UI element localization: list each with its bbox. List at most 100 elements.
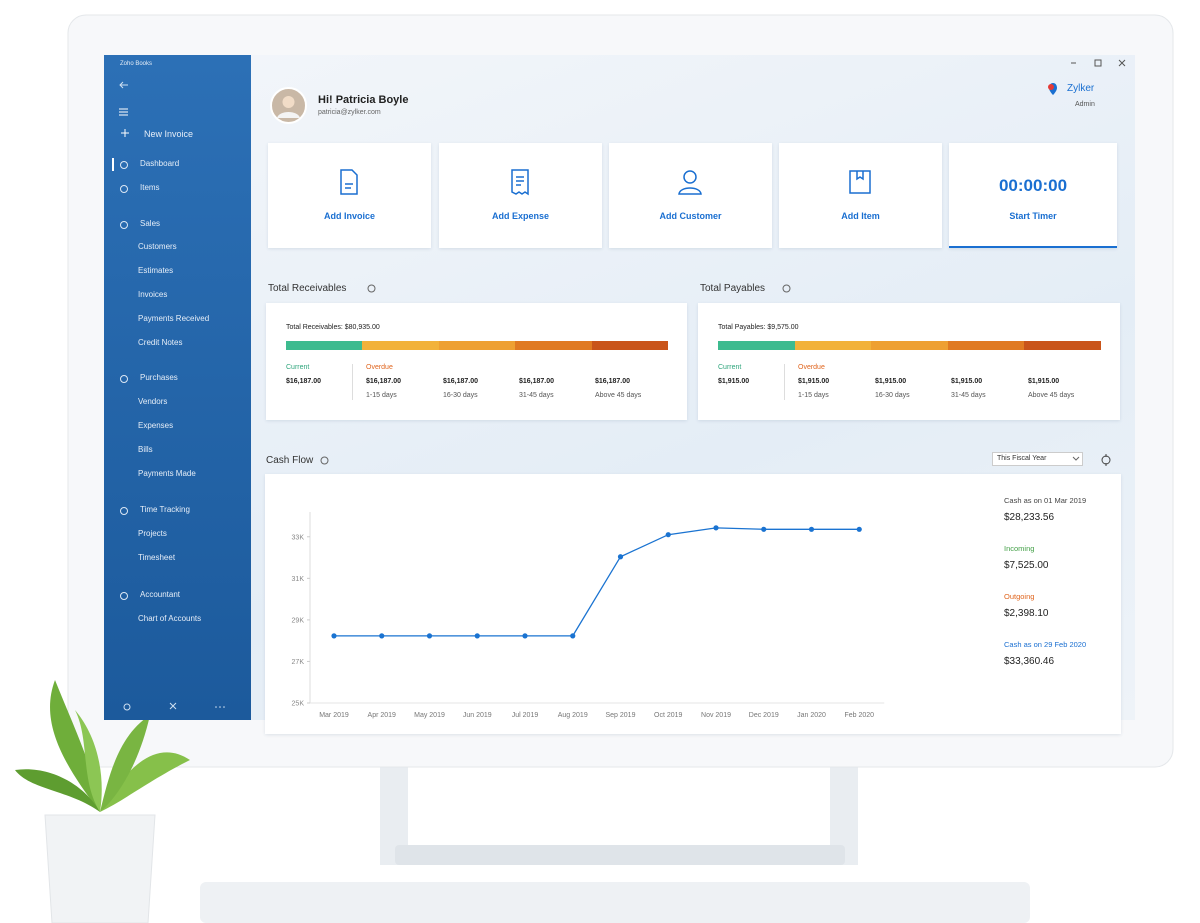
email: patricia@zylker.com (318, 109, 381, 116)
summary-label: Cash as on 01 Mar 2019 (1004, 496, 1087, 505)
data-point (761, 526, 767, 532)
x-tick-label: Dec 2019 (749, 712, 779, 719)
plus-icon (121, 129, 129, 137)
x-tick-label: Mar 2019 (319, 712, 349, 719)
quick-action-icon (340, 169, 358, 195)
overdue-period: 16-30 days (875, 392, 910, 399)
nav-item: Time Tracking (140, 505, 190, 514)
quick-action-card[interactable] (779, 143, 942, 248)
overdue-period: Above 45 days (1028, 392, 1075, 399)
summary-label: Outgoing (1004, 592, 1035, 601)
data-point (570, 633, 576, 639)
data-point (856, 526, 862, 532)
window-controls (1071, 59, 1126, 67)
divider (784, 364, 785, 400)
help-icon (367, 284, 376, 293)
nav-item: Purchases (140, 373, 178, 382)
x-tick-label: Jan 2020 (797, 712, 826, 719)
current-amount: $16,187.00 (286, 378, 322, 385)
nav-item: Credit Notes (138, 338, 183, 347)
nav-icon (120, 592, 128, 600)
nav-item: Vendors (138, 397, 168, 406)
chart: 25K 27K 29K 31K 33K Mar 2019 Apr 2019 May 2019 J… (292, 512, 885, 719)
role: Admin (1075, 101, 1095, 108)
nav-item: Sales (140, 219, 161, 228)
active-indicator (112, 158, 114, 171)
timer-time: 00:00:00 (998, 176, 1068, 195)
back-icon (119, 81, 128, 89)
y-tick-label: 29K (292, 617, 305, 624)
plant-pot (44, 814, 156, 923)
overdue-period: 31-45 days (951, 392, 986, 399)
nav-icon (120, 185, 128, 193)
nav-icon (120, 161, 128, 169)
current-label: Current (286, 364, 310, 371)
summary-label: Cash as on 29 Feb 2020 (1004, 640, 1087, 649)
overdue-amount: $1,915.00 (875, 378, 907, 385)
range-dropdown[interactable] (992, 452, 1083, 466)
nav-item: Expenses (138, 421, 174, 430)
summary-amount: $2,398.10 (1004, 608, 1049, 619)
summary-amount: $33,360.46 (1004, 656, 1055, 667)
nav-item: Timesheet (138, 553, 176, 562)
x-tick-label: Feb 2020 (844, 712, 874, 719)
nav-item: Items (140, 183, 160, 192)
help-icon (320, 456, 329, 465)
avatar (270, 87, 307, 124)
overdue-amount: $1,915.00 (798, 378, 830, 385)
x-tick-label: Apr 2019 (368, 712, 397, 719)
overdue-period: 1-15 days (366, 392, 397, 399)
nav-item: Accountant (140, 590, 181, 599)
aging-bar-segment (591, 341, 669, 350)
nav-icon (120, 375, 128, 383)
sidebar-footer-icons (123, 702, 225, 711)
quick-action-icon (849, 170, 871, 194)
summary-amount: $28,233.56 (1004, 512, 1055, 523)
settings-icon (1101, 454, 1111, 466)
data-point (474, 633, 480, 639)
overdue-label: Overdue (366, 364, 393, 371)
data-point (713, 525, 719, 531)
nav-item: Customers (138, 242, 177, 251)
quick-action-label: Add Item (841, 211, 880, 221)
nav-icon (120, 221, 128, 229)
data-point (665, 532, 671, 538)
nav-item: Payments Received (138, 314, 210, 323)
aging-bar-segment (286, 341, 363, 350)
quick-action-card[interactable] (439, 143, 602, 248)
overdue-amount: $1,915.00 (1028, 378, 1060, 385)
quick-action-label: Add Expense (491, 211, 549, 221)
nav-item: Dashboard (140, 159, 180, 168)
panel (698, 303, 1120, 420)
panel-total: Total Receivables: $80,935.00 (286, 324, 380, 331)
timer-card[interactable] (949, 143, 1117, 248)
new-invoice: New Invoice (144, 129, 194, 139)
aging-bar-segment (794, 341, 872, 350)
overdue-amount: $16,187.00 (595, 378, 631, 385)
x-tick-label: Nov 2019 (701, 712, 731, 719)
nav-item: Estimates (138, 266, 174, 275)
y-tick-label: 27K (292, 659, 305, 666)
nav-item: Bills (138, 445, 153, 454)
nav-icon (120, 507, 128, 515)
aging-bar-segment (438, 341, 516, 350)
quick-action-card[interactable] (268, 143, 431, 248)
overdue-amount: $16,187.00 (443, 378, 479, 385)
notification-icon (1048, 83, 1057, 95)
chart-title: Cash Flow (266, 455, 314, 466)
overdue-amount: $16,187.00 (519, 378, 555, 385)
aging-bar-segment (718, 341, 796, 350)
quick-action-card[interactable] (609, 143, 772, 248)
nav-item: Projects (138, 529, 167, 538)
range-dropdown-text: This Fiscal Year (997, 455, 1047, 462)
overdue-period: 1-15 days (798, 392, 829, 399)
quick-action-icon (511, 169, 529, 196)
cash-flow-line (334, 527, 860, 637)
overdue-label: Overdue (798, 364, 825, 371)
panel-title: Total Receivables (268, 283, 347, 294)
panel (266, 303, 687, 420)
aging-bar-segment (947, 341, 1025, 350)
x-tick-label: Aug 2019 (558, 712, 588, 719)
x-tick-label: Sep 2019 (606, 712, 636, 719)
menu-icon (119, 108, 128, 116)
